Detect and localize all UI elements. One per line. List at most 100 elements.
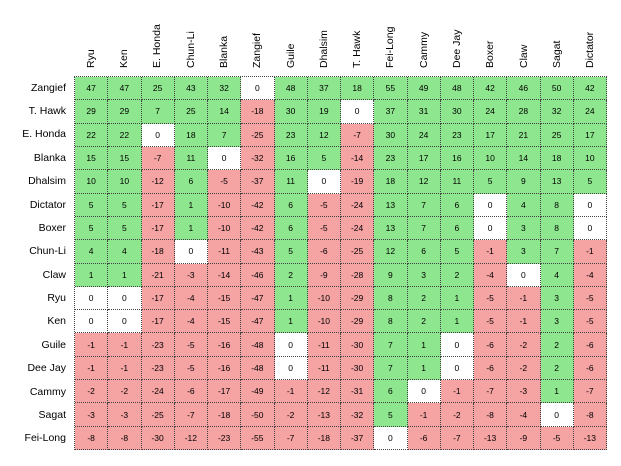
table-cell: -42 [241,193,275,217]
table-cell: -3 [108,403,142,427]
table-cell: -7 [474,380,508,404]
table-cell: 0 [208,146,242,171]
column-header-label: Sagat [551,40,564,68]
table-cell: -1 [474,240,508,264]
table-cell: -10 [307,310,341,334]
table-cell: 32 [208,77,242,101]
table-cell: -2 [108,380,142,404]
table-cell: -9 [507,426,541,450]
table-cell: -42 [241,216,275,241]
table-cell: 3 [507,240,541,264]
table-cell: 7 [374,356,408,381]
table-cell: 2 [540,356,574,381]
table-cell: -29 [341,286,375,311]
table-cell: 3 [407,263,441,287]
column-header-label: Claw [517,44,530,68]
table-cell: 1 [108,263,142,287]
table-cell: -16 [208,356,242,381]
table-cell: -6 [573,356,607,381]
table-cell: 42 [573,77,607,101]
column-header-label: Ryu [84,49,97,68]
table-cell: -17 [141,216,175,241]
table-cell: 46 [507,77,541,101]
table-cell: 42 [474,77,508,101]
table-cell: 8 [374,310,408,334]
table-cell: -13 [307,403,341,427]
table-cell: 25 [540,123,574,147]
column-header-label: Ken [117,49,130,68]
column-header: Claw [507,0,540,70]
table-cell: 23 [374,146,408,171]
row-header: Dhalsim [28,175,66,188]
table-cell: 47 [75,77,109,101]
table-cell: -10 [307,286,341,311]
table-cell: -14 [208,263,242,287]
row-header: Claw [42,268,66,281]
table-cell: -1 [274,380,308,404]
table-cell: -5 [474,310,508,334]
column-header-label: Blanka [217,35,230,68]
table-cell: 30 [374,123,408,147]
row-header: E. Honda [22,128,66,141]
table-cell: 6 [374,380,408,404]
table-cell: 2 [274,263,308,287]
table-cell: 0 [474,216,508,241]
table-cell: 29 [75,100,109,124]
column-header: Dictator [574,0,607,70]
table-cell: -48 [241,333,275,357]
table-cell: 17 [407,146,441,171]
table-cell: -30 [341,333,375,357]
table-cell: 4 [108,240,142,264]
table-cell: -4 [507,403,541,427]
table-cell: -3 [75,403,109,427]
table-cell: 30 [274,100,308,124]
table-cell: 1 [440,310,474,334]
table-cell: 7 [540,240,574,264]
table-cell: 16 [440,146,474,171]
table-cell: -1 [573,240,607,264]
table-cell: -2 [274,403,308,427]
table-cell: 8 [540,216,574,241]
table-cell: -4 [174,286,208,311]
table-cell: 12 [307,123,341,147]
table-cell: -32 [341,403,375,427]
table-cell: 48 [274,77,308,101]
column-headers: Ryu Ken E. Honda Chun-Li Blanka Zangief Guile D… [74,0,607,70]
table-cell: -8 [75,426,109,450]
table-cell: 7 [374,333,408,357]
table-cell: -5 [474,286,508,311]
column-header-label: Zangief [251,32,264,68]
table-cell: 24 [573,100,607,124]
table-cell: 0 [407,380,441,404]
table-cell: -7 [341,123,375,147]
table-cell: 5 [274,240,308,264]
table-cell: -46 [241,263,275,287]
table-cell: 32 [540,100,574,124]
row-headers: Zangief T. Hawk E. Honda Blanka Dhalsim Dicta… [0,76,70,450]
table-cell: 11 [440,170,474,194]
table-cell: 5 [108,193,142,217]
table-cell: 5 [474,170,508,194]
table-cell: 1 [540,380,574,404]
row-header: Blanka [33,151,66,164]
table-cell: -2 [440,403,474,427]
table-cell: -18 [141,240,175,264]
table-cell: 18 [540,146,574,171]
table-cell: 43 [174,77,208,101]
table-cell: -23 [141,333,175,357]
column-header-label: E. Honda [151,24,164,68]
row-header: Dee Jay [27,362,66,375]
table-cell: -10 [208,193,242,217]
table-cell: 55 [374,77,408,101]
table-cell: 1 [274,310,308,334]
table-cell: -11 [208,240,242,264]
table-cell: 50 [540,77,574,101]
table-cell: -2 [507,356,541,381]
table-cell: 4 [507,193,541,217]
table-cell: 1 [274,286,308,311]
table-cell: 3 [540,286,574,311]
table-cell: 18 [374,170,408,194]
table-cell: 0 [241,77,275,101]
table-cell: -12 [141,170,175,194]
table-cell: -2 [75,380,109,404]
